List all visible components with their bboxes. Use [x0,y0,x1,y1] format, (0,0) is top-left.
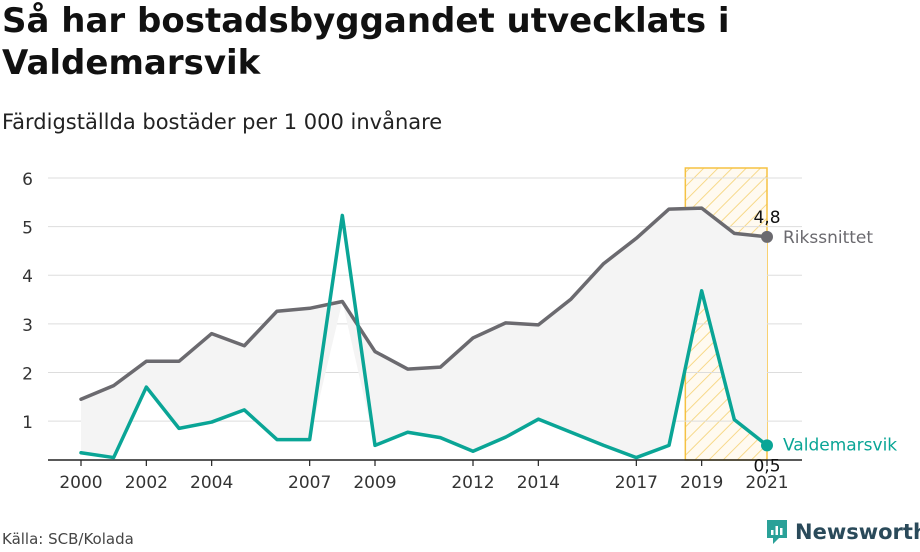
y-tick-label: 4 [22,267,33,287]
series-label-valdemarsvik: Valdemarsvik [783,435,897,455]
y-tick-label: 3 [22,316,33,336]
x-tick-label: 2021 [745,473,788,493]
y-tick-label: 1 [22,413,33,433]
series-end-point-valdemarsvik [761,439,773,452]
x-tick-label: 2019 [680,473,723,493]
source-note: Källa: SCB/Kolada [2,530,134,548]
chart-title: Så har bostadsbyggandet utvecklats i Val… [2,1,730,83]
series-line-valdemarsvik [79,213,769,460]
x-tick-label: 2000 [59,473,102,493]
x-tick-label: 2002 [125,473,168,493]
y-tick-label: 5 [22,219,33,239]
end-value-label-valdemarsvik: 0,5 [753,456,780,476]
line-chart: 1 2 3 4 5 6 2000 2002 2004 2007 2009 2012 2014 2017 2… [22,167,897,493]
x-tick-label: 2009 [353,473,396,493]
brand-name: Newsworthy [795,520,920,544]
x-tick-label: 2004 [190,473,233,493]
series-line-rikssnittet [79,206,769,401]
x-tick-label: 2014 [517,473,560,493]
end-value-label-rikssnittet: 4,8 [753,208,780,228]
x-tick-label: 2012 [451,473,494,493]
newsworthy-icon [767,520,787,544]
y-tick-label: 2 [22,364,33,384]
series-label-rikssnittet: Rikssnittet [783,228,873,248]
x-tick-label: 2017 [615,473,658,493]
series-end-point-rikssnittet [761,230,773,243]
newsworthy-logo: Newsworthy [765,518,920,546]
y-tick-label: 6 [22,170,33,190]
area-between-series [81,208,767,458]
x-tick-label: 2007 [288,473,331,493]
chart-subtitle: Färdigställda bostäder per 1 000 invånar… [2,110,443,134]
